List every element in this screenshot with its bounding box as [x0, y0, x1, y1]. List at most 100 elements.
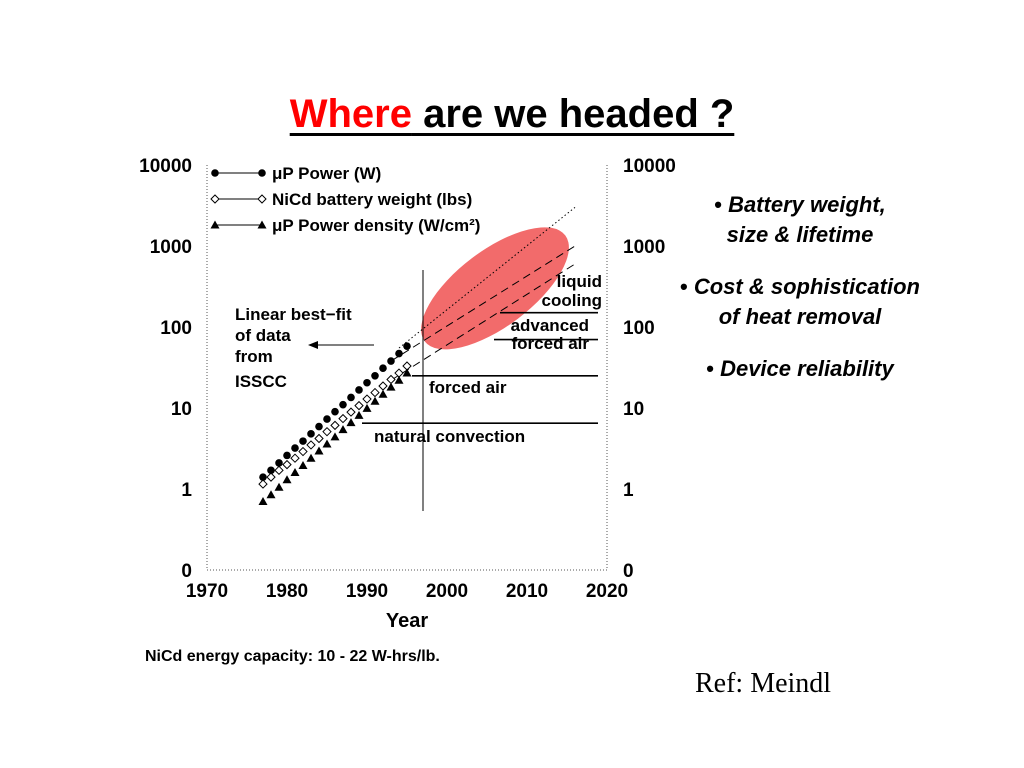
chart-frame [206, 165, 608, 571]
legend-marker [211, 169, 219, 177]
legend-marker [210, 220, 220, 229]
data-point [386, 382, 396, 391]
cooling-label: cooling [542, 291, 602, 310]
x-axis-label: Year [386, 610, 428, 632]
data-point [330, 420, 340, 431]
fit-annotation-text: ISSCC [235, 372, 287, 391]
bullet-item: • Cost & sophistication of heat removal [645, 272, 955, 332]
data-point [354, 410, 364, 419]
data-point [338, 425, 348, 434]
fit-line [390, 245, 576, 362]
data-point [355, 386, 363, 394]
y-tick-label-right: 10 [623, 399, 644, 420]
legend-marker [258, 169, 266, 177]
data-point [362, 403, 372, 412]
x-tick-label: 2020 [586, 581, 628, 602]
data-point [258, 479, 268, 489]
cooling-label: liquid [557, 272, 602, 291]
fit-annotation-text: of data [235, 326, 291, 345]
slide-title: Where are we headed ? [0, 92, 1024, 137]
data-point [363, 378, 371, 387]
data-point [330, 432, 340, 441]
data-point [282, 459, 292, 470]
data-point [402, 368, 412, 377]
data-point [338, 413, 348, 424]
series-group [258, 368, 412, 506]
data-series [258, 342, 412, 506]
data-point [346, 418, 356, 427]
data-point [386, 374, 396, 385]
data-point [274, 465, 284, 476]
bullet-line: Device reliability [720, 356, 894, 381]
data-point [258, 497, 268, 506]
data-point [370, 387, 380, 398]
data-point [370, 396, 380, 405]
data-point [403, 342, 411, 350]
y-tick-label-right: 10000 [623, 156, 676, 177]
data-point [379, 364, 387, 372]
data-point [347, 393, 355, 402]
data-point [346, 407, 356, 417]
bullet-list: • Battery weight, size & lifetime • Cost … [645, 190, 955, 406]
data-point [395, 349, 403, 358]
title-highlight-word: Where [289, 92, 412, 136]
x-tick-label: 1970 [186, 581, 228, 602]
data-point [314, 446, 324, 455]
y-tick-label-left: 1 [181, 480, 192, 501]
data-point [266, 472, 276, 482]
data-point [322, 426, 332, 437]
data-point [387, 357, 395, 365]
axis-ticks: 0 1 10 100 1000 10000 0 1 10 100 1000 10000 1970 1980… [139, 156, 676, 632]
data-point [275, 459, 283, 467]
y-tick-label-left: 10000 [139, 156, 192, 177]
legend-label: μP Power (W) [272, 164, 381, 183]
data-point [298, 461, 308, 470]
series-group [259, 342, 411, 481]
legend-marker [210, 194, 220, 204]
data-point [371, 371, 379, 380]
fit-line [390, 263, 576, 381]
data-point [298, 446, 308, 457]
bullet-dot: • [706, 356, 721, 381]
data-point [283, 451, 291, 460]
data-point [259, 473, 267, 481]
title-rest: are we headed ? [411, 92, 735, 136]
footnote: NiCd energy capacity: 10 - 22 W-hrs/lb. [145, 648, 440, 665]
data-point [378, 381, 388, 391]
data-point [282, 475, 292, 484]
x-tick-label: 1980 [266, 581, 308, 602]
legend-label: NiCd battery weight (lbs) [272, 190, 472, 209]
bullet-item: • Device reliability [645, 354, 955, 384]
bullet-line: of heat removal [718, 304, 882, 329]
x-tick-label: 2000 [426, 581, 468, 602]
bullet-line: Battery weight, [728, 192, 886, 217]
fit-line [398, 206, 576, 349]
data-point [354, 400, 364, 411]
series-group [258, 361, 412, 489]
fit-annotation-text: Linear best−fit [235, 305, 352, 324]
y-tick-label-left: 100 [160, 318, 192, 339]
data-point [307, 430, 315, 438]
data-point [306, 453, 316, 462]
cooling-label: advanced [511, 316, 589, 335]
title-underline: Where are we headed ? [290, 92, 735, 136]
y-tick-label-right: 100 [623, 318, 655, 339]
y-tick-label-left: 1000 [150, 237, 192, 258]
legend-label: μP Power density (W/cm²) [272, 216, 480, 235]
cooling-label: forced air [512, 334, 590, 353]
chart-legend: μP Power (W) NiCd battery weight (lbs) μP … [210, 164, 480, 235]
bullet-item: • Battery weight, size & lifetime [645, 190, 955, 250]
chart-annotations: Linear best−fit of data from ISSCC [235, 305, 374, 391]
fit-lines [390, 206, 576, 381]
data-point [274, 482, 284, 491]
y-tick-label-right: 1000 [623, 237, 665, 258]
legend-marker [257, 220, 267, 229]
bullet-dot: • [680, 274, 694, 299]
reference-citation: Ref: Meindl [695, 668, 832, 699]
bullet-line: size & lifetime [726, 222, 874, 247]
data-point [299, 437, 307, 445]
cooling-label: natural convection [374, 427, 525, 446]
data-point [290, 467, 300, 476]
annotation-arrowhead [308, 341, 318, 349]
